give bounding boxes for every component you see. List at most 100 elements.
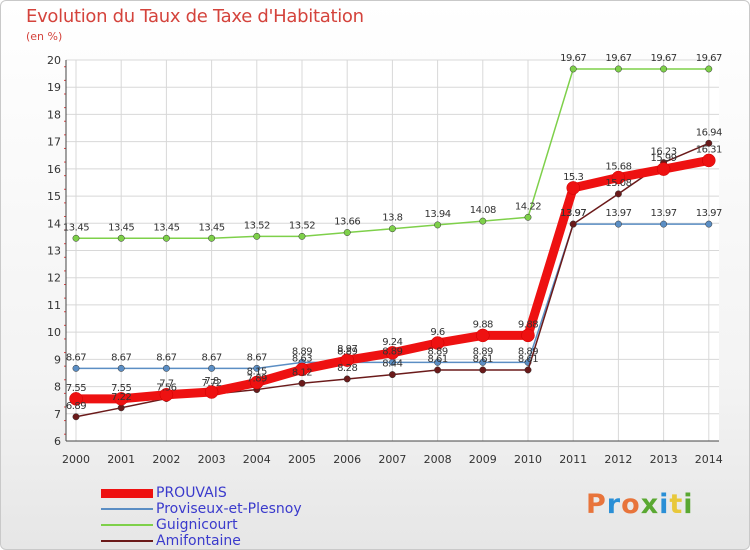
- data-point: [72, 234, 80, 242]
- data-point: [117, 364, 125, 372]
- data-label: 8.67: [247, 352, 267, 363]
- data-label: 13.8: [382, 213, 402, 224]
- data-label: 7.55: [66, 383, 86, 394]
- data-point: [434, 221, 442, 229]
- data-label: 15.08: [605, 178, 631, 189]
- data-point: [524, 213, 532, 221]
- data-label: 13.45: [153, 222, 179, 233]
- data-point: [208, 234, 216, 242]
- data-point: [253, 364, 261, 372]
- data-label: 8.67: [111, 352, 131, 363]
- legend-item: Proviseux-et-Plesnoy: [101, 501, 302, 517]
- data-label: 7.89: [247, 374, 267, 385]
- data-label: 8.28: [337, 363, 357, 374]
- legend-item: Amifontaine: [101, 533, 302, 549]
- legend-swatch: [101, 524, 153, 526]
- data-label: 15.3: [563, 172, 583, 183]
- data-point: [72, 413, 80, 421]
- y-tick-label: 11: [47, 299, 61, 312]
- data-point: [614, 190, 622, 198]
- data-point: [430, 336, 445, 350]
- data-point: [69, 392, 83, 406]
- y-tick-label: 14: [47, 217, 61, 230]
- data-label: 13.66: [334, 217, 360, 228]
- data-label: 7.55: [111, 383, 131, 394]
- x-tick-label: 2010: [514, 453, 542, 466]
- data-label: 13.97: [560, 208, 586, 219]
- data-label: 14.22: [515, 201, 541, 212]
- data-label: 8.67: [156, 352, 176, 363]
- data-point: [208, 364, 216, 372]
- brand-letter: t: [669, 489, 684, 520]
- data-point: [705, 220, 713, 228]
- data-point: [660, 65, 668, 73]
- brand-logo: Proxiti: [586, 489, 694, 520]
- y-tick-label: 18: [47, 108, 61, 121]
- data-point: [660, 220, 668, 228]
- legend-swatch: [101, 508, 153, 510]
- chart-title: Evolution du Taux de Taxe d'Habitation: [26, 6, 364, 27]
- data-label: 16.94: [696, 127, 722, 138]
- data-point: [250, 375, 264, 390]
- data-point: [611, 170, 626, 185]
- data-label: 7.8: [204, 376, 219, 387]
- data-label: 8.89: [292, 346, 312, 357]
- y-tick-label: 20: [47, 54, 61, 67]
- data-label: 8.61: [427, 354, 447, 365]
- data-label: 7.56: [156, 383, 176, 394]
- data-label: 13.52: [289, 220, 315, 231]
- x-tick-label: 2008: [424, 453, 452, 466]
- data-label: 19.67: [651, 53, 677, 64]
- data-label: 9.88: [473, 319, 493, 330]
- data-point: [569, 220, 577, 228]
- data-point: [117, 234, 125, 242]
- data-point: [705, 139, 713, 147]
- x-tick-label: 2006: [333, 453, 361, 466]
- data-point: [298, 379, 306, 387]
- x-tick-label: 2002: [152, 453, 180, 466]
- data-label: 9.88: [518, 319, 538, 330]
- x-tick-label: 2001: [107, 453, 135, 466]
- x-tick-label: 2014: [695, 453, 723, 466]
- data-label: 7.7: [159, 379, 174, 390]
- x-tick-label: 2007: [378, 453, 406, 466]
- data-label: 7.22: [111, 392, 131, 403]
- data-point: [343, 375, 351, 383]
- data-point: [162, 364, 170, 372]
- data-point: [566, 181, 580, 195]
- y-tick-label: 16: [47, 163, 61, 176]
- brand-letter: P: [586, 489, 607, 520]
- data-label: 19.67: [696, 53, 722, 64]
- y-tick-label: 12: [47, 272, 61, 285]
- legend-label: Guignicourt: [156, 517, 238, 533]
- data-point: [614, 65, 622, 73]
- data-label: 8.89: [337, 346, 357, 357]
- brand-letter: x: [640, 489, 660, 520]
- data-label: 8.89: [473, 346, 493, 357]
- data-point: [340, 353, 354, 367]
- legend-label: Proviseux-et-Plesnoy: [156, 501, 302, 517]
- chart-legend: PROUVAIS Proviseux-et-Plesnoy Guignicourt A…: [101, 485, 302, 549]
- x-tick-label: 2013: [650, 453, 678, 466]
- data-label: 8.61: [473, 354, 493, 365]
- data-point: [385, 346, 400, 360]
- data-point: [343, 229, 351, 236]
- data-point: [159, 387, 174, 402]
- data-label: 8.97: [337, 344, 357, 355]
- legend-label: Amifontaine: [156, 533, 241, 549]
- data-point: [434, 358, 442, 366]
- data-label: 15.99: [651, 153, 677, 164]
- data-label: 13.97: [651, 208, 677, 219]
- y-tick-label: 8: [54, 381, 61, 394]
- x-tick-label: 2003: [198, 453, 226, 466]
- data-label: 6.89: [66, 401, 86, 412]
- y-tick-label: 7: [54, 408, 61, 421]
- data-label: 8.15: [247, 366, 267, 377]
- data-label: 9.6: [430, 327, 445, 338]
- brand-letter: i: [683, 489, 694, 520]
- data-point: [114, 392, 128, 406]
- data-label: 8.12: [292, 367, 312, 378]
- data-label: 13.97: [696, 208, 722, 219]
- data-label: 16.31: [696, 144, 722, 155]
